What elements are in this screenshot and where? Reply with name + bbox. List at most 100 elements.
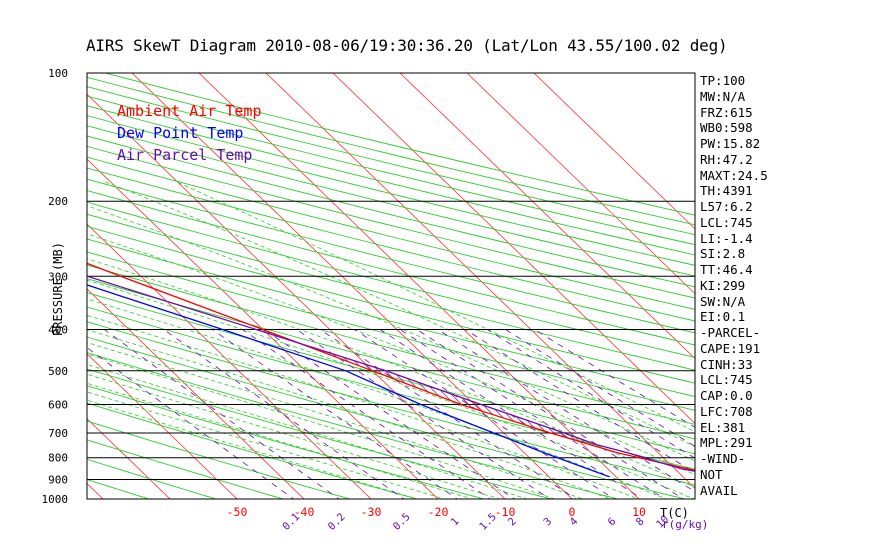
index-ei: EI:0.1 bbox=[700, 309, 746, 325]
isotherm-line bbox=[87, 93, 506, 499]
index-l57: L57:6.2 bbox=[700, 199, 753, 214]
dry-adiabat-line bbox=[87, 95, 695, 246]
legend-ambient-air-temp: Ambient Air Temp bbox=[117, 102, 262, 120]
mixing-ratio-line bbox=[163, 329, 405, 499]
dry-adiabat-line bbox=[87, 225, 695, 384]
moist-adiabat-line bbox=[87, 279, 695, 499]
dry-adiabat-line bbox=[87, 352, 620, 499]
mixing-ratio-line bbox=[437, 329, 695, 493]
moist-adiabat-line bbox=[87, 329, 612, 499]
bottom-temp-tick-label: -20 bbox=[428, 505, 449, 519]
isotherm-line bbox=[399, 73, 695, 360]
index-el: EL:381 bbox=[700, 419, 746, 435]
index-si: SI:2.8 bbox=[700, 246, 746, 262]
index-tt: TT:46.4 bbox=[700, 262, 753, 277]
temperature-unit-label: T(C) bbox=[660, 506, 689, 520]
dry-adiabat-line bbox=[87, 178, 695, 334]
moist-adiabat-line bbox=[104, 181, 695, 448]
index-tp: TP:100 bbox=[700, 73, 746, 88]
mixing-ratio-grid bbox=[87, 329, 695, 499]
isotherm-line bbox=[87, 223, 372, 499]
wind-status-avail: AVAIL bbox=[700, 482, 738, 498]
pressure-tick-label: 800 bbox=[48, 452, 68, 465]
wind-section-header: -WIND- bbox=[700, 451, 746, 466]
bottom-temp-tick-label: -40 bbox=[294, 505, 315, 519]
dry-adiabat-line bbox=[87, 125, 695, 277]
dry-adiabat-line bbox=[87, 145, 695, 299]
index-parcel-lcl: LCL:745 bbox=[700, 372, 753, 388]
dry-adiabat-grid bbox=[87, 73, 695, 499]
moist-adiabat-line bbox=[87, 364, 529, 499]
pressure-tick-label: 1000 bbox=[42, 493, 69, 506]
mixing-ratio-line bbox=[319, 329, 577, 499]
isotherm-line bbox=[87, 158, 439, 499]
isotherm-line bbox=[466, 73, 695, 295]
pressure-tick-label: 600 bbox=[48, 399, 68, 412]
moist-adiabat-line bbox=[87, 391, 446, 499]
pressure-tick-label: 200 bbox=[48, 195, 68, 208]
mixing-ratio-tick-label: 6 bbox=[606, 515, 619, 528]
moist-adiabat-line bbox=[87, 233, 695, 475]
index-ki: KI:299 bbox=[700, 277, 746, 293]
series-line-air-parcel-temp bbox=[87, 275, 695, 472]
pressure-tick-label: 300 bbox=[48, 270, 68, 283]
pressure-tick-label: 100 bbox=[48, 67, 68, 80]
mixing-ratio-line bbox=[296, 329, 551, 499]
index-cinh: CINH:33 bbox=[700, 356, 753, 372]
index-pw: PW:15.82 bbox=[700, 136, 761, 151]
mixing-ratio-tick-label: 3 bbox=[541, 515, 554, 528]
index-li: LI:-1.4 bbox=[700, 230, 753, 246]
moist-adiabat-line bbox=[87, 342, 584, 499]
pressure-tick-labels: 100 200 300 400 500 600 700 800 900 1000 bbox=[42, 67, 69, 506]
index-cap: CAP:0.0 bbox=[700, 388, 753, 403]
index-sw: SW:N/A bbox=[700, 293, 746, 309]
mixing-ratio-line bbox=[87, 347, 295, 499]
mixing-ratio-line bbox=[354, 329, 616, 499]
mixing-ratio-line bbox=[212, 329, 458, 499]
index-th: TH:4391 bbox=[700, 183, 753, 199]
isotherm-line bbox=[87, 288, 305, 499]
index-rh: RH:47.2 bbox=[700, 151, 753, 167]
index-mpl: MPL:291 bbox=[700, 435, 753, 451]
index-mw: MW:N/A bbox=[700, 88, 746, 104]
mixing-ratio-line bbox=[416, 329, 685, 499]
dry-adiabat-line bbox=[87, 213, 695, 371]
mixing-ratio-line bbox=[399, 329, 666, 499]
index-wb0: WB0:598 bbox=[700, 120, 753, 136]
series-line-ambient-air-temp bbox=[87, 262, 695, 471]
isotherm-line bbox=[198, 73, 640, 499]
bottom-temp-tick-label: 0 bbox=[569, 505, 576, 519]
mixing-ratio-tick-label: 1 bbox=[449, 515, 462, 528]
chart-title: AIRS SkewT Diagram 2010-08-06/19:30:36.2… bbox=[86, 36, 728, 55]
mixing-ratio-tick-label: 0.5 bbox=[391, 511, 413, 533]
bottom-temperature-ticks: -50 -40 -30 -20 -10 0 10 bbox=[227, 505, 646, 519]
moist-adiabat-line bbox=[87, 314, 640, 499]
moist-adiabat-grid bbox=[87, 181, 695, 499]
dry-adiabat-line bbox=[87, 402, 419, 499]
dry-adiabat-line bbox=[87, 439, 285, 499]
index-maxt: MAXT:24.5 bbox=[700, 167, 768, 183]
dry-adiabat-line bbox=[87, 458, 218, 499]
moist-adiabat-line bbox=[87, 399, 419, 499]
isobar-grid bbox=[87, 73, 695, 499]
dry-adiabat-line bbox=[87, 336, 687, 499]
moist-adiabat-line bbox=[87, 258, 695, 488]
bottom-temp-tick-label: 10 bbox=[632, 505, 646, 519]
moist-adiabat-line bbox=[87, 382, 474, 499]
index-frz: FRZ:615 bbox=[700, 104, 753, 120]
mixing-ratio-line bbox=[379, 329, 644, 499]
isotherm-line bbox=[265, 73, 695, 489]
dry-adiabat-line bbox=[87, 135, 695, 288]
bottom-temp-tick-label: -50 bbox=[227, 505, 248, 519]
mixing-ratio-line bbox=[487, 329, 695, 459]
mixing-ratio-tick-label: 0.2 bbox=[326, 511, 348, 533]
parcel-section-header: -PARCEL- bbox=[700, 325, 761, 340]
pressure-tick-label: 500 bbox=[48, 365, 68, 378]
isotherm-line bbox=[87, 418, 171, 499]
dry-adiabat-line bbox=[87, 190, 695, 346]
moist-adiabat-line bbox=[87, 373, 501, 499]
isotherm-line bbox=[0, 54, 45, 509]
mixing-ratio-line bbox=[505, 329, 695, 447]
moist-adiabat-line bbox=[87, 353, 556, 499]
